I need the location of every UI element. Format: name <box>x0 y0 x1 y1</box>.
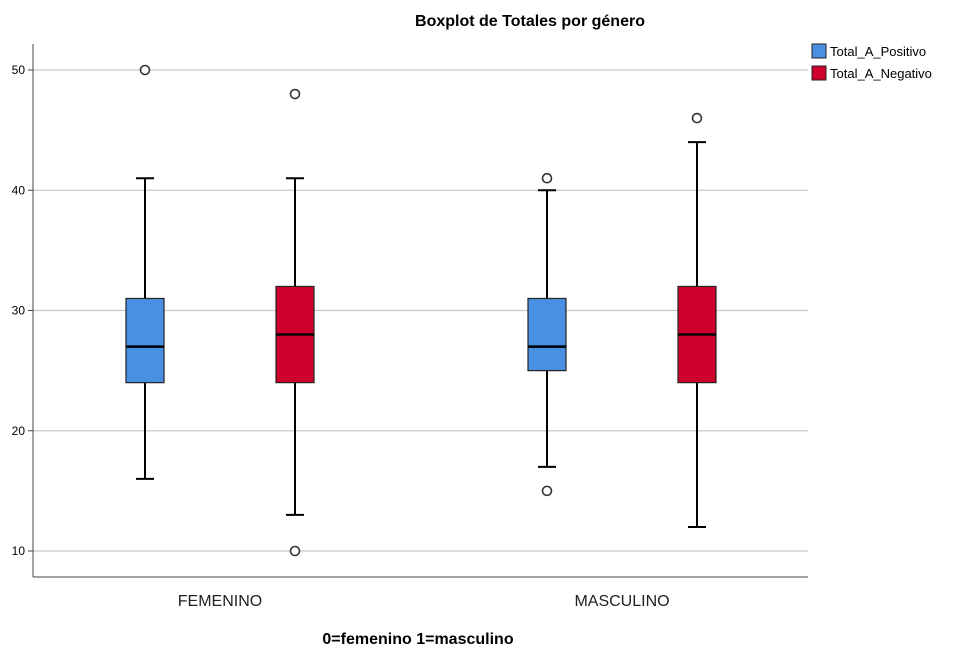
iqr-box <box>527 297 567 372</box>
boxplot-total-a-positivo-masculino <box>527 172 567 497</box>
legend-label: Total_A_Positivo <box>830 44 926 59</box>
chart-title: Boxplot de Totales por género <box>415 13 645 30</box>
legend: Total_A_Positivo Total_A_Negativo <box>811 43 932 81</box>
y-tick-label: 10 <box>12 544 26 558</box>
x-axis-ticks: FEMENINO MASCULINO <box>178 593 670 610</box>
y-axis-ticks: 10 20 30 40 50 <box>12 63 33 558</box>
legend-swatch <box>811 43 827 59</box>
outlier-point <box>289 545 301 557</box>
boxplot-total-a-positivo-femenino <box>125 64 165 480</box>
x-axis-label: 0=femenino 1=masculino <box>322 631 513 648</box>
outlier-point <box>691 112 703 124</box>
y-tick-label: 50 <box>12 63 26 77</box>
x-tick-label: MASCULINO <box>574 593 669 610</box>
y-tick-label: 40 <box>12 183 26 197</box>
outlier-point <box>541 485 553 497</box>
y-tick-label: 30 <box>12 304 26 318</box>
y-tick-label: 20 <box>12 424 26 438</box>
box-group <box>125 64 717 557</box>
legend-label: Total_A_Negativo <box>830 66 932 81</box>
legend-swatch <box>811 65 827 81</box>
x-tick-label: FEMENINO <box>178 593 262 610</box>
boxplot-total-a-negativo-femenino <box>275 88 315 557</box>
iqr-box <box>125 297 165 384</box>
outlier-point <box>289 88 301 100</box>
outlier-point <box>139 64 151 76</box>
outlier-point <box>541 172 553 184</box>
boxplot-total-a-negativo-masculino <box>677 112 717 528</box>
